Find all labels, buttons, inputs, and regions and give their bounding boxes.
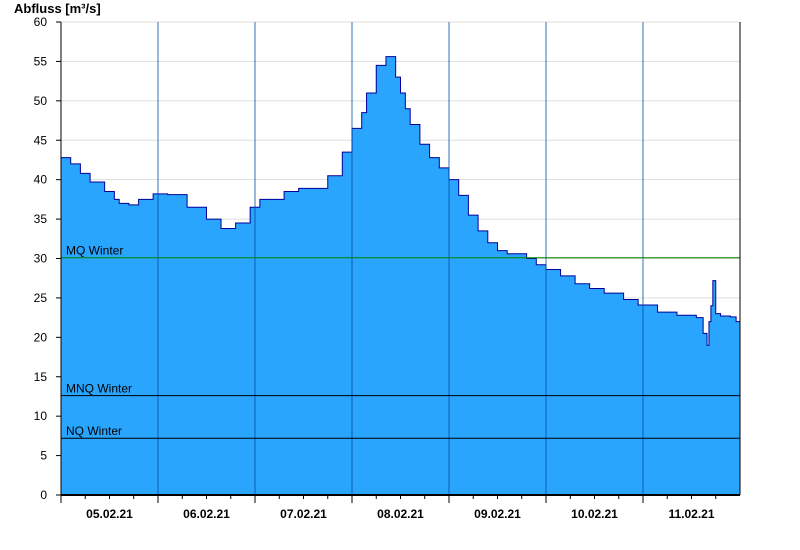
day-lines-layer xyxy=(157,22,644,495)
y-tick-label-55: 55 xyxy=(34,54,48,68)
y-axis-title: Abfluss [m³/s] xyxy=(14,1,101,16)
ref-label-0: MQ Winter xyxy=(66,244,123,258)
y-tick-label-15: 15 xyxy=(34,370,48,384)
y-tick-label-30: 30 xyxy=(34,252,48,266)
y-tick-label-10: 10 xyxy=(34,409,48,423)
reference-lines-layer: MQ Winter MNQ Winter NQ Winter xyxy=(61,244,740,439)
y-tick-labels: 0 5 10 15 20 25 30 35 40 45 50 55 60 xyxy=(34,15,61,502)
y-tick-label-45: 45 xyxy=(34,133,48,147)
y-tick-label-60: 60 xyxy=(34,15,48,29)
x-tick-label-1: 06.02.21 xyxy=(183,507,230,521)
y-tick-label-25: 25 xyxy=(34,291,48,305)
x-tick-label-5: 10.02.21 xyxy=(571,507,618,521)
y-tick-label-0: 0 xyxy=(40,488,47,502)
x-tick-label-6: 11.02.21 xyxy=(668,507,714,521)
ref-label-2: NQ Winter xyxy=(66,424,122,438)
x-tick-label-3: 08.02.21 xyxy=(377,507,424,521)
series-area-0 xyxy=(61,56,740,495)
ref-label-1: MNQ Winter xyxy=(66,382,132,396)
y-tick-label-35: 35 xyxy=(34,212,48,226)
x-tick-labels: 05.02.21 06.02.21 07.02.21 08.02.21 09.02.21… xyxy=(60,495,717,521)
y-tick-label-40: 40 xyxy=(34,173,48,187)
series-line-0 xyxy=(61,56,740,346)
y-tick-label-5: 5 xyxy=(40,449,47,463)
y-tick-label-20: 20 xyxy=(34,330,48,344)
x-tick-label-4: 09.02.21 xyxy=(474,507,521,521)
x-tick-label-2: 07.02.21 xyxy=(280,507,327,521)
y-tick-label-50: 50 xyxy=(34,94,48,108)
area-layer xyxy=(61,56,740,495)
x-tick-label-0: 05.02.21 xyxy=(86,507,133,521)
